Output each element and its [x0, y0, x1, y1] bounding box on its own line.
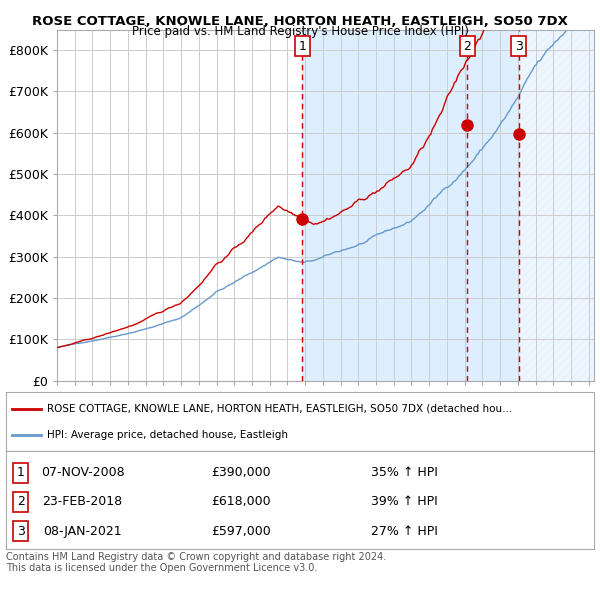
Text: £597,000: £597,000	[211, 525, 271, 537]
Text: 39% ↑ HPI: 39% ↑ HPI	[371, 496, 437, 509]
Text: 27% ↑ HPI: 27% ↑ HPI	[371, 525, 437, 537]
Text: 1: 1	[299, 40, 307, 53]
Text: Contains HM Land Registry data © Crown copyright and database right 2024.: Contains HM Land Registry data © Crown c…	[6, 552, 386, 562]
Text: 07-NOV-2008: 07-NOV-2008	[41, 466, 124, 479]
Text: 1: 1	[17, 466, 25, 479]
Bar	[302, 30, 518, 381]
Text: HPI: Average price, detached house, Eastleigh: HPI: Average price, detached house, East…	[47, 430, 288, 440]
Text: ROSE COTTAGE, KNOWLE LANE, HORTON HEATH, EASTLEIGH, SO50 7DX: ROSE COTTAGE, KNOWLE LANE, HORTON HEATH,…	[32, 15, 568, 28]
Text: Price paid vs. HM Land Registry's House Price Index (HPI): Price paid vs. HM Land Registry's House …	[131, 25, 469, 38]
Text: £390,000: £390,000	[211, 466, 271, 479]
Text: 35% ↑ HPI: 35% ↑ HPI	[371, 466, 437, 479]
Text: £618,000: £618,000	[211, 496, 271, 509]
Text: 3: 3	[17, 525, 25, 537]
Text: 2: 2	[463, 40, 471, 53]
Bar	[518, 30, 594, 381]
Text: 08-JAN-2021: 08-JAN-2021	[43, 525, 122, 537]
Text: 23-FEB-2018: 23-FEB-2018	[43, 496, 122, 509]
Text: 3: 3	[515, 40, 523, 53]
Text: ROSE COTTAGE, KNOWLE LANE, HORTON HEATH, EASTLEIGH, SO50 7DX (detached hou…: ROSE COTTAGE, KNOWLE LANE, HORTON HEATH,…	[47, 404, 512, 414]
Text: 2: 2	[17, 496, 25, 509]
Text: This data is licensed under the Open Government Licence v3.0.: This data is licensed under the Open Gov…	[6, 563, 317, 573]
